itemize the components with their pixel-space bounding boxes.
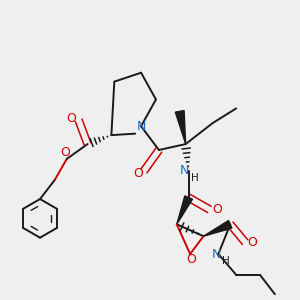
Text: O: O	[133, 167, 143, 180]
Polygon shape	[177, 196, 192, 224]
Text: O: O	[212, 203, 222, 216]
Text: O: O	[66, 112, 76, 125]
Text: N: N	[136, 120, 146, 133]
Text: O: O	[187, 254, 196, 266]
Polygon shape	[203, 220, 232, 236]
Text: O: O	[60, 146, 70, 160]
Text: H: H	[222, 256, 230, 266]
Text: N: N	[179, 164, 189, 177]
Polygon shape	[175, 111, 186, 144]
Text: O: O	[248, 236, 257, 249]
Text: N: N	[212, 248, 222, 260]
Text: H: H	[191, 173, 199, 183]
